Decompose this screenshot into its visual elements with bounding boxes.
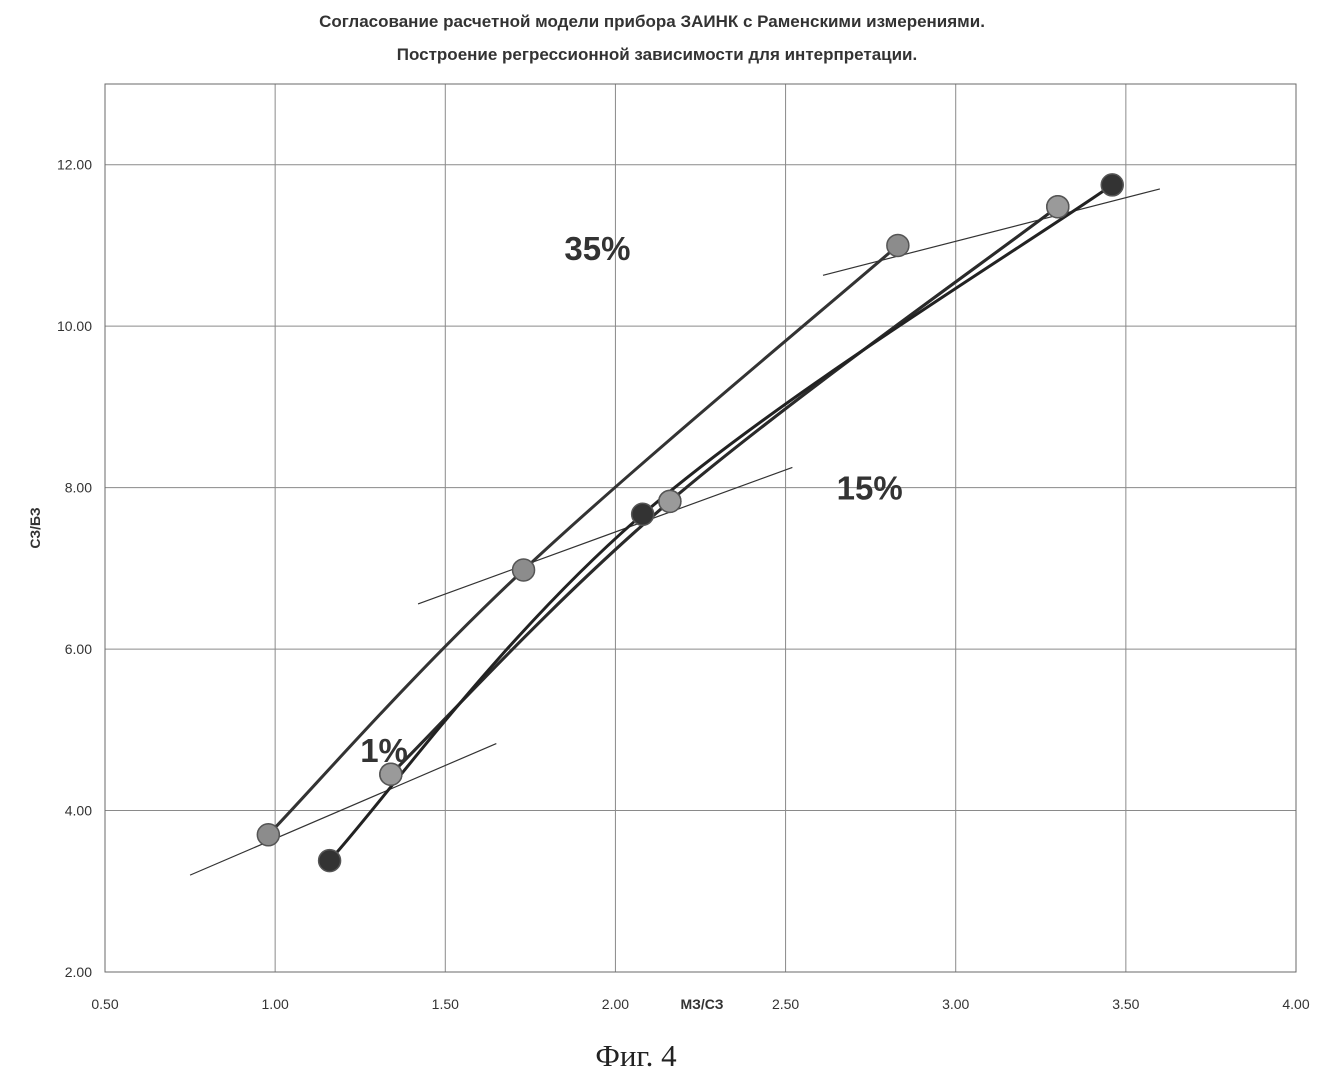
data-point [1101,174,1123,196]
data-point [1047,196,1069,218]
chart-title-line-2: Построение регрессионной зависимости для… [397,45,917,64]
data-point [887,234,909,256]
data-point [659,490,681,512]
series-annotation: 35% [564,230,630,267]
trend-lines [190,189,1160,875]
series-line [391,207,1058,775]
data-point [513,559,535,581]
data-point [257,824,279,846]
x-tick-label: 3.00 [942,996,969,1012]
plot-frame [105,84,1296,972]
tick-labels: 0.50 1.00 1.50 2.00 2.50 3.00 3.50 4.00 2.00 4.00… [57,157,1310,1012]
x-tick-label: 1.50 [432,996,459,1012]
x-tick-label: 3.50 [1112,996,1139,1012]
y-tick-label: 12.00 [57,157,92,173]
x-tick-label: 1.00 [262,996,289,1012]
y-tick-label: 4.00 [65,803,92,819]
y-tick-label: 8.00 [65,480,92,496]
chart-title-line-1: Согласование расчетной модели прибора ЗА… [319,12,985,31]
data-point [319,850,341,872]
y-axis-label: СЗ/БЗ [27,507,43,548]
series-line [330,185,1113,861]
grid [105,84,1296,972]
y-tick-label: 2.00 [65,964,92,980]
x-tick-label: 0.50 [91,996,118,1012]
series-line [391,207,1058,775]
x-tick-label: 2.00 [602,996,629,1012]
data-point [632,503,654,525]
y-tick-label: 6.00 [65,641,92,657]
series-annotation: 1% [360,732,408,769]
series-annotation: 15% [837,470,903,507]
trend-line [823,189,1160,275]
x-tick-label: 2.50 [772,996,799,1012]
x-tick-label: 4.00 [1282,996,1309,1012]
figure-caption: Фиг. 4 [595,1038,677,1073]
trend-line [190,744,496,876]
x-axis-label: МЗ/СЗ [680,996,723,1012]
y-tick-label: 10.00 [57,318,92,334]
